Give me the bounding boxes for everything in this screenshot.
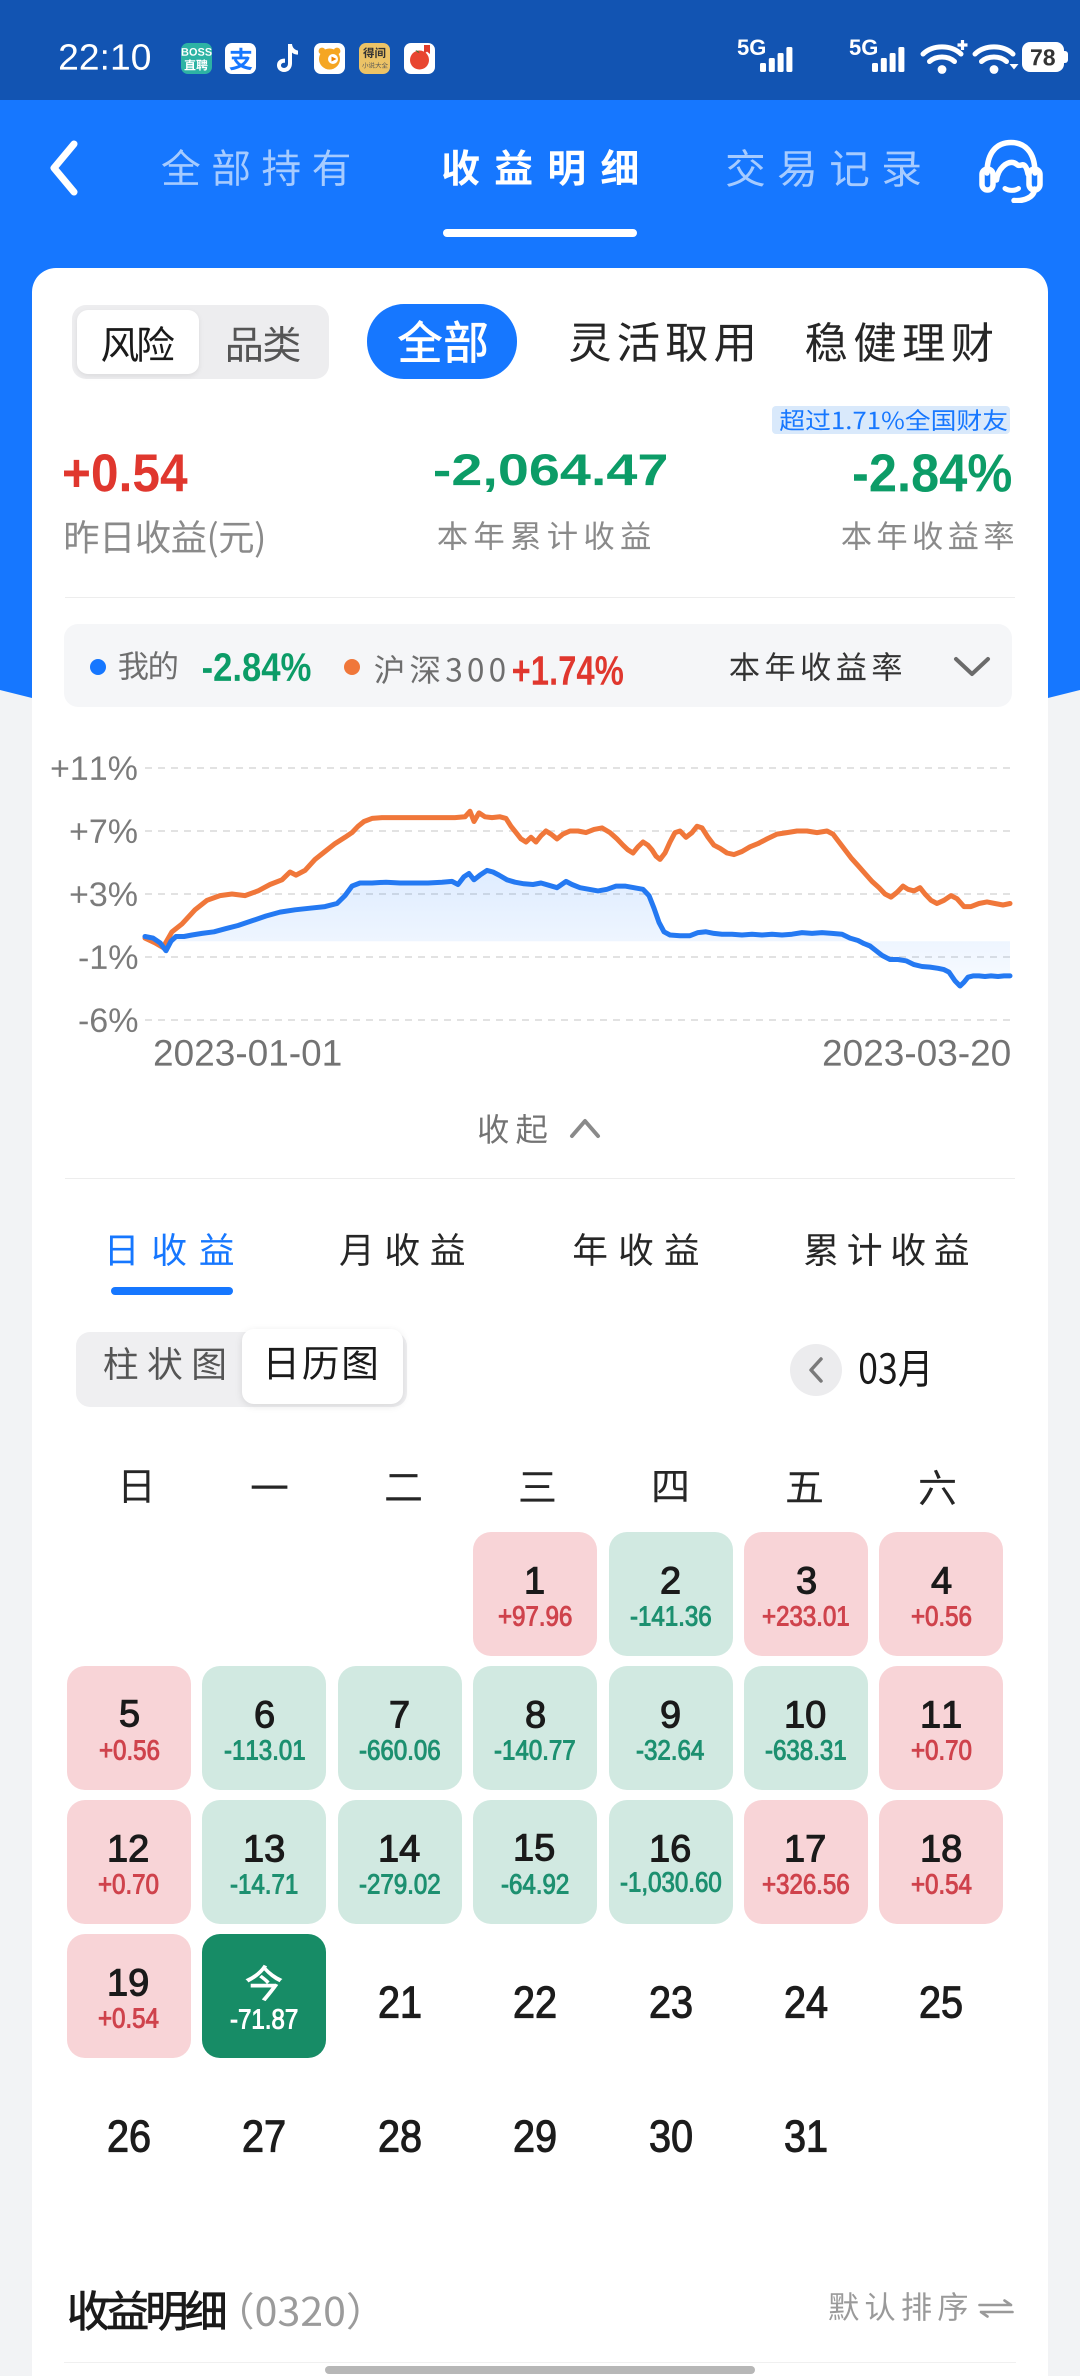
svg-text:5G: 5G bbox=[849, 38, 878, 60]
svg-text:5G: 5G bbox=[737, 38, 766, 60]
